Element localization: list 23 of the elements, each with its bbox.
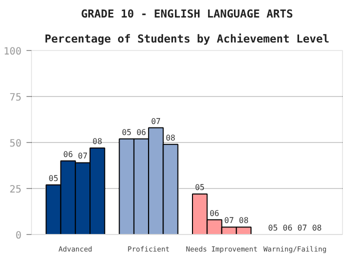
- text: 06: [210, 208, 220, 218]
- text: 05: [194, 183, 205, 192]
- y-tick-label: 25: [9, 184, 22, 196]
- text: 08: [166, 133, 176, 142]
- y-tick-label: 50: [9, 138, 22, 150]
- text: 07: [151, 116, 161, 126]
- series-label: 06: [63, 150, 74, 159]
- text: 07: [224, 216, 234, 226]
- series-label: 05: [48, 174, 58, 183]
- y-tick-label: 75: [9, 92, 22, 104]
- series-label: 07: [78, 152, 88, 161]
- chart-subtitle: Percentage of Students by Achievement Level: [44, 32, 330, 46]
- chart-title: GRADE 10 - ENGLISH LANGUAGE ARTS: [81, 8, 293, 20]
- y-tick-label: 100: [3, 46, 22, 58]
- text: 08: [238, 216, 249, 226]
- text: 06: [136, 128, 146, 137]
- text: 08: [312, 224, 322, 232]
- series-label: 08: [92, 137, 102, 146]
- y-tick-label: 0: [15, 230, 22, 242]
- text: 05: [122, 128, 132, 137]
- text: 06: [282, 224, 292, 232]
- text: 05: [268, 224, 278, 232]
- text: 07: [297, 224, 308, 232]
